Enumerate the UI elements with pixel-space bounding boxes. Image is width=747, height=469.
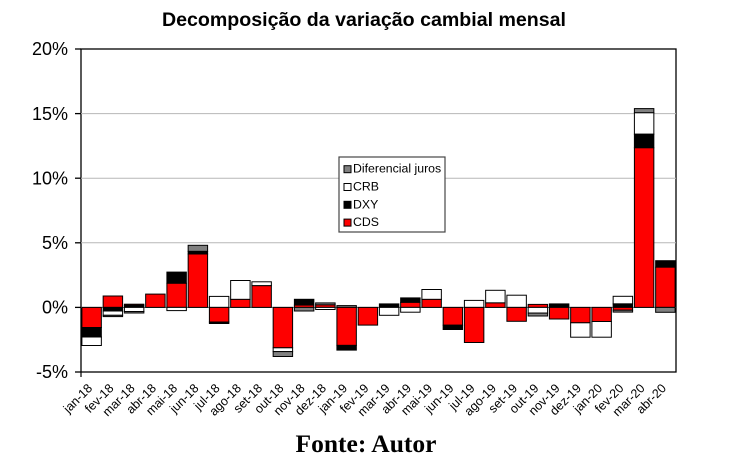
svg-text:15%: 15% [32, 104, 68, 124]
svg-text:Decomposição da variação cambi: Decomposição da variação cambial mensal [162, 9, 566, 31]
svg-text:CRB: CRB [353, 180, 379, 194]
svg-text:5%: 5% [42, 233, 68, 253]
svg-text:Diferencial juros: Diferencial juros [353, 162, 441, 176]
svg-text:0%: 0% [42, 298, 68, 318]
svg-text:DXY: DXY [353, 197, 378, 211]
svg-text:20%: 20% [32, 39, 68, 59]
svg-text:10%: 10% [32, 168, 68, 188]
svg-text:Fonte: Autor: Fonte: Autor [296, 429, 437, 458]
svg-text:CDS: CDS [353, 215, 379, 229]
svg-text:-5%: -5% [36, 362, 68, 382]
